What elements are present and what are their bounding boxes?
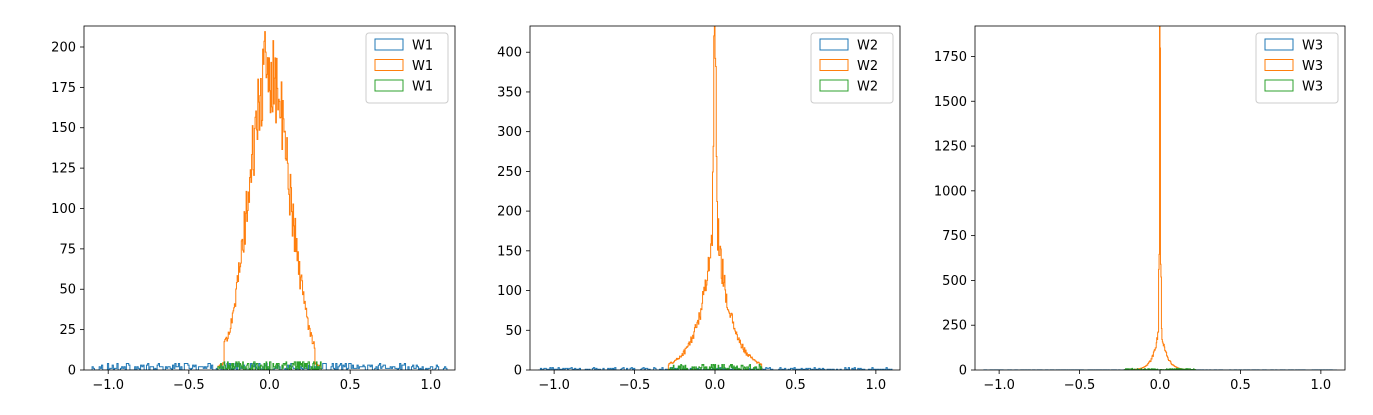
legend-swatch	[819, 79, 849, 92]
plot-area	[538, 26, 893, 370]
y-tick-label: 200	[497, 205, 522, 220]
legend-label: W1	[412, 39, 433, 54]
legend-label: W3	[1302, 59, 1323, 74]
x-tick-label: −1.0	[92, 378, 124, 393]
legend-label: W2	[857, 80, 878, 95]
x-tick-label: 0.5	[785, 378, 806, 393]
legend-swatch	[819, 59, 849, 71]
histogram-series-3	[217, 361, 322, 370]
legend-label: W3	[1302, 80, 1323, 95]
y-tick-label: 0	[514, 364, 522, 379]
legend-label: W2	[857, 59, 878, 74]
legend-swatch	[374, 38, 404, 51]
histogram-panel-2: −1.0 −0.5 0.0 0.5 1.0 0 50 100 150 200 250 300 350 40…	[497, 25, 901, 393]
x-tick-label: 0.0	[705, 378, 726, 393]
y-tick-label: 50	[59, 283, 76, 298]
y-tick-label: 1250	[934, 140, 967, 155]
legend: W1 W1 W1	[365, 32, 449, 104]
y-tick-label: 175	[51, 81, 76, 96]
y-tick-label: 750	[942, 229, 967, 244]
histogram-series-1	[538, 367, 893, 370]
y-tick-label: 75	[59, 242, 76, 257]
y-tick-label: 1500	[934, 95, 967, 110]
y-tick-label: 125	[51, 162, 76, 177]
legend-label: W3	[1302, 39, 1323, 54]
y-tick-label: 350	[497, 85, 522, 100]
x-tick-label: −1.0	[983, 378, 1015, 393]
y-tick-label: 150	[497, 244, 522, 259]
histogram-panel-3: −1.0 −0.5 0.0 0.5 1.0 0 250 500 750 1000 1250 1500 1…	[934, 25, 1346, 393]
histogram-series-2	[217, 31, 322, 370]
legend-swatch	[1264, 59, 1294, 71]
y-tick-label: 100	[497, 284, 522, 299]
x-tick-label: 1.0	[420, 378, 441, 393]
x-tick-label: 0.5	[340, 378, 361, 393]
y-tick-label: 25	[59, 323, 76, 338]
y-tick-label: 1000	[934, 184, 967, 199]
plot-area	[91, 31, 448, 370]
y-tick-label: 0	[959, 364, 967, 379]
y-tick-label: 100	[51, 202, 76, 217]
histogram-series-2	[667, 26, 763, 370]
y-tick-label: 500	[942, 274, 967, 289]
histogram-panel-1: −1.0 −0.5 0.0 0.5 1.0 0 25 50 75 100 125 150 175 200 W…	[51, 25, 456, 393]
y-tick-label: 150	[51, 121, 76, 136]
y-tick-label: 250	[497, 165, 522, 180]
histogram-series-3	[668, 363, 763, 370]
histogram-series-2	[1124, 26, 1196, 370]
legend-frame	[365, 32, 449, 104]
x-tick-label: 1.0	[1311, 378, 1332, 393]
legend-swatch	[374, 59, 404, 71]
legend-label: W2	[857, 39, 878, 54]
legend-swatch	[819, 38, 849, 51]
x-tick-label: −0.5	[1064, 378, 1096, 393]
legend-swatch	[374, 79, 404, 92]
x-tick-label: 1.0	[866, 378, 887, 393]
x-tick-label: 0.0	[259, 378, 280, 393]
legend-frame	[1255, 32, 1339, 104]
legend-swatch	[1264, 79, 1294, 92]
x-tick-label: 0.0	[1150, 378, 1171, 393]
y-tick-label: 400	[497, 46, 522, 61]
legend: W2 W2 W2	[810, 32, 894, 104]
y-tick-label: 200	[51, 40, 76, 55]
x-tick-label: −1.0	[538, 378, 570, 393]
y-tick-label: 250	[942, 319, 967, 334]
legend-swatch	[1264, 38, 1294, 51]
y-tick-label: 300	[497, 125, 522, 140]
x-tick-label: −0.5	[619, 378, 651, 393]
legend: W3 W3 W3	[1255, 32, 1339, 104]
legend-label: W1	[412, 80, 433, 95]
y-tick-label: 0	[68, 364, 76, 379]
legend-label: W1	[412, 59, 433, 74]
y-tick-label: 50	[505, 324, 522, 339]
x-tick-label: −0.5	[173, 378, 205, 393]
legend-frame	[810, 32, 894, 104]
y-tick-label: 1750	[934, 50, 967, 65]
x-tick-label: 0.5	[1230, 378, 1251, 393]
